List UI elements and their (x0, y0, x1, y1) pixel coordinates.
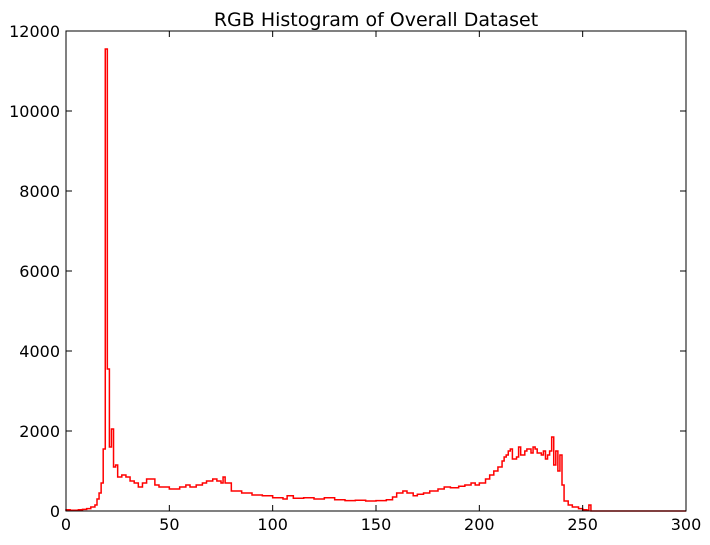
chart-title: RGB Histogram of Overall Dataset (214, 9, 538, 31)
y-tick-label: 10000 (9, 102, 60, 121)
histogram-series-line (65, 48, 686, 512)
y-tick-label: 0 (50, 502, 60, 521)
x-tick-label: 200 (464, 515, 495, 534)
y-tick-label: 12000 (9, 22, 60, 41)
x-tick-label: 150 (361, 515, 392, 534)
x-tick-label: 300 (671, 515, 702, 534)
y-tick-label: 2000 (19, 422, 60, 441)
x-tick-label: 250 (567, 515, 598, 534)
x-tick-label: 50 (159, 515, 179, 534)
x-tick-label: 0 (61, 515, 71, 534)
y-tick-label: 4000 (19, 342, 60, 361)
y-tick-label: 6000 (19, 262, 60, 281)
plot-frame (65, 30, 687, 512)
y-tick-label: 8000 (19, 182, 60, 201)
x-tick-label: 100 (257, 515, 288, 534)
y-axis: 0 2000 4000 6000 8000 10000 12000 (9, 22, 686, 521)
plot-area (65, 48, 686, 512)
x-axis: 0 50 100 150 200 250 300 (61, 31, 701, 534)
